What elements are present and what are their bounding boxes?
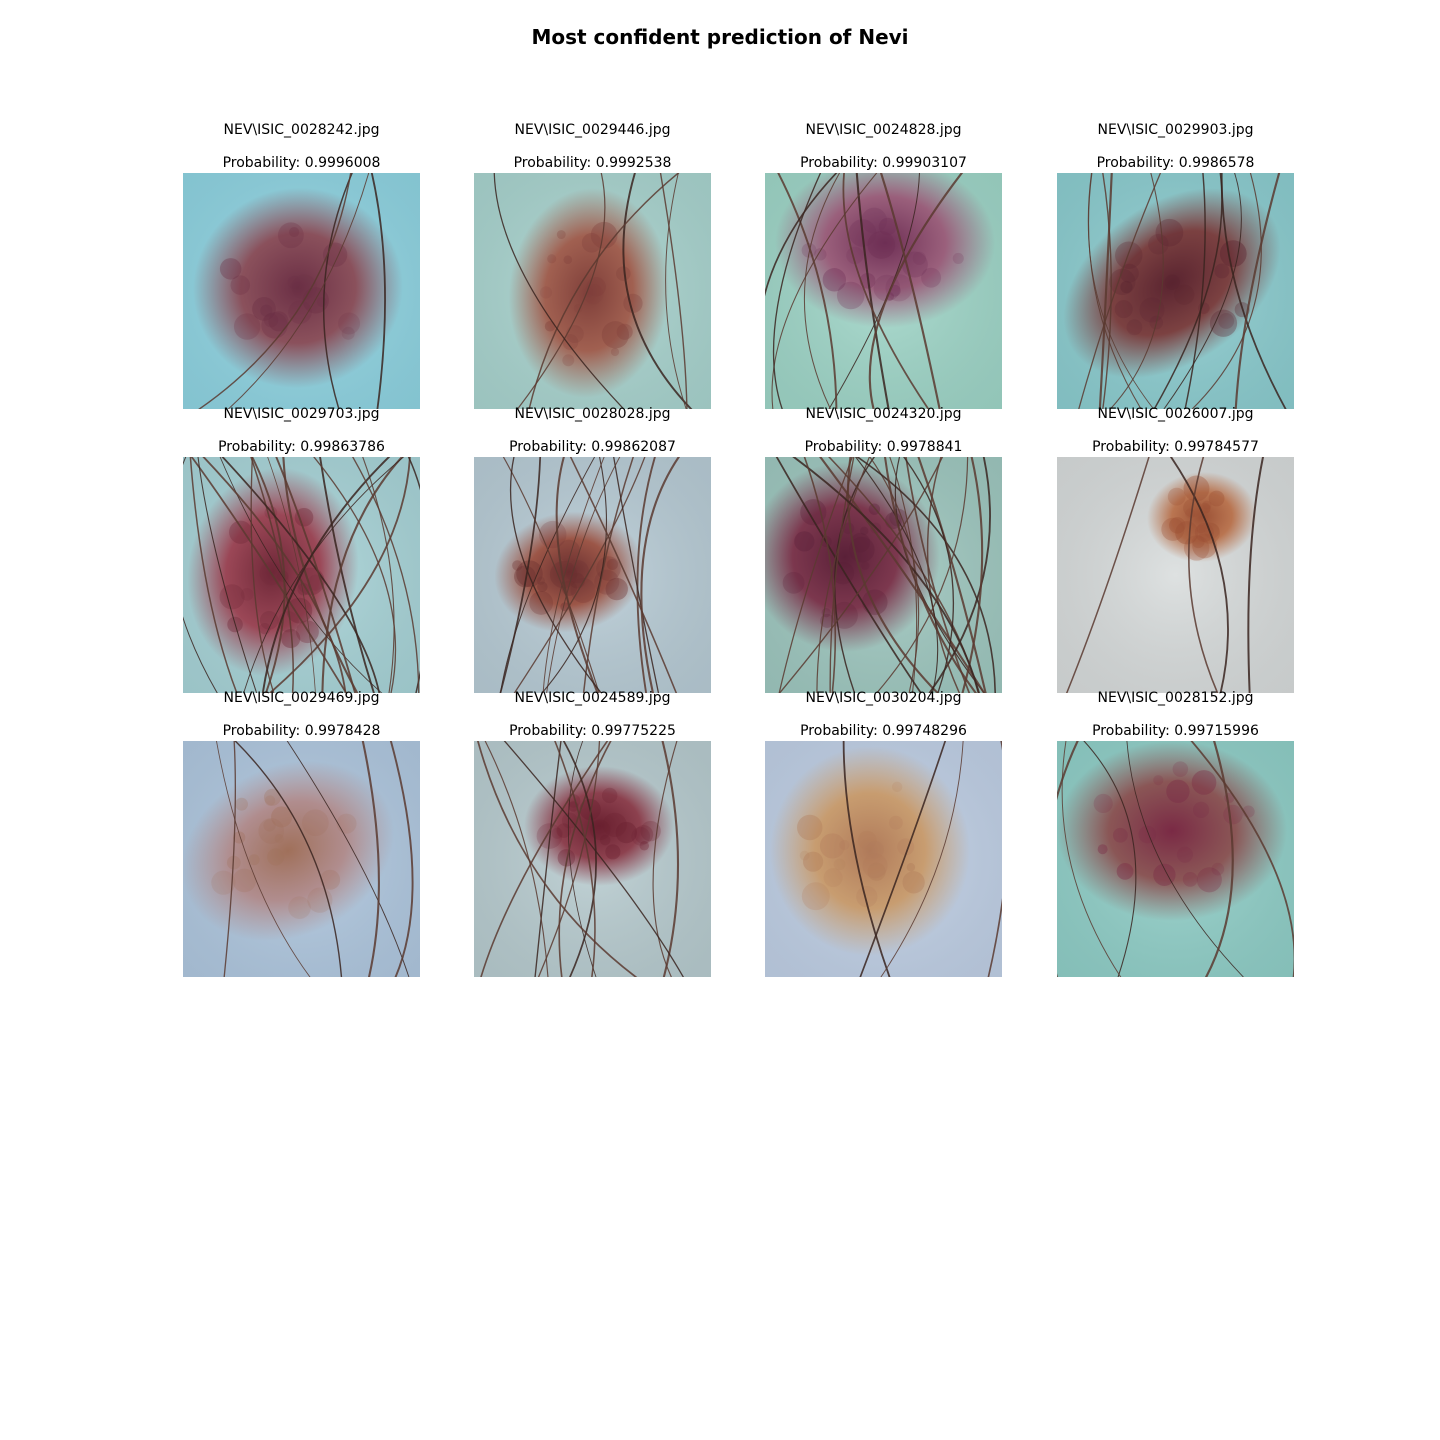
lesion-image — [765, 741, 1002, 977]
image-filename: NEV\ISIC_0029903.jpg — [1097, 122, 1254, 138]
lesion-image — [765, 457, 1002, 693]
lesion-image — [1057, 173, 1294, 409]
image-probability: Probability: 0.9978841 — [804, 439, 963, 455]
lesion-image — [474, 741, 711, 977]
image-filename: NEV\ISIC_0029703.jpg — [223, 406, 380, 422]
image-filename: NEV\ISIC_0029469.jpg — [223, 690, 380, 706]
lesion-image — [183, 457, 420, 693]
lesion-image — [1057, 457, 1294, 693]
image-filename: NEV\ISIC_0028028.jpg — [514, 406, 671, 422]
lesion-image — [474, 457, 711, 693]
lesion-image — [474, 173, 711, 409]
lesion-image — [1057, 741, 1294, 977]
image-probability: Probability: 0.99903107 — [800, 155, 967, 171]
image-filename: NEV\ISIC_0024320.jpg — [805, 406, 962, 422]
image-probability: Probability: 0.9992538 — [513, 155, 672, 171]
image-filename: NEV\ISIC_0029446.jpg — [514, 122, 671, 138]
lesion-image — [765, 173, 1002, 409]
image-probability: Probability: 0.9996008 — [222, 155, 381, 171]
image-probability: Probability: 0.99863786 — [218, 439, 385, 455]
lesion-image — [183, 741, 420, 977]
image-filename: NEV\ISIC_0024828.jpg — [805, 122, 962, 138]
image-probability: Probability: 0.99715996 — [1092, 723, 1259, 739]
image-filename: NEV\ISIC_0028152.jpg — [1097, 690, 1254, 706]
lesion-image — [183, 173, 420, 409]
image-probability: Probability: 0.99748296 — [800, 723, 967, 739]
image-probability: Probability: 0.99862087 — [509, 439, 676, 455]
image-filename: NEV\ISIC_0026007.jpg — [1097, 406, 1254, 422]
image-probability: Probability: 0.99784577 — [1092, 439, 1259, 455]
image-probability: Probability: 0.9986578 — [1096, 155, 1255, 171]
image-filename: NEV\ISIC_0030204.jpg — [805, 690, 962, 706]
image-filename: NEV\ISIC_0028242.jpg — [223, 122, 380, 138]
image-probability: Probability: 0.9978428 — [222, 723, 381, 739]
figure-title: Most confident prediction of Nevi — [531, 25, 909, 49]
image-probability: Probability: 0.99775225 — [509, 723, 676, 739]
image-filename: NEV\ISIC_0024589.jpg — [514, 690, 671, 706]
